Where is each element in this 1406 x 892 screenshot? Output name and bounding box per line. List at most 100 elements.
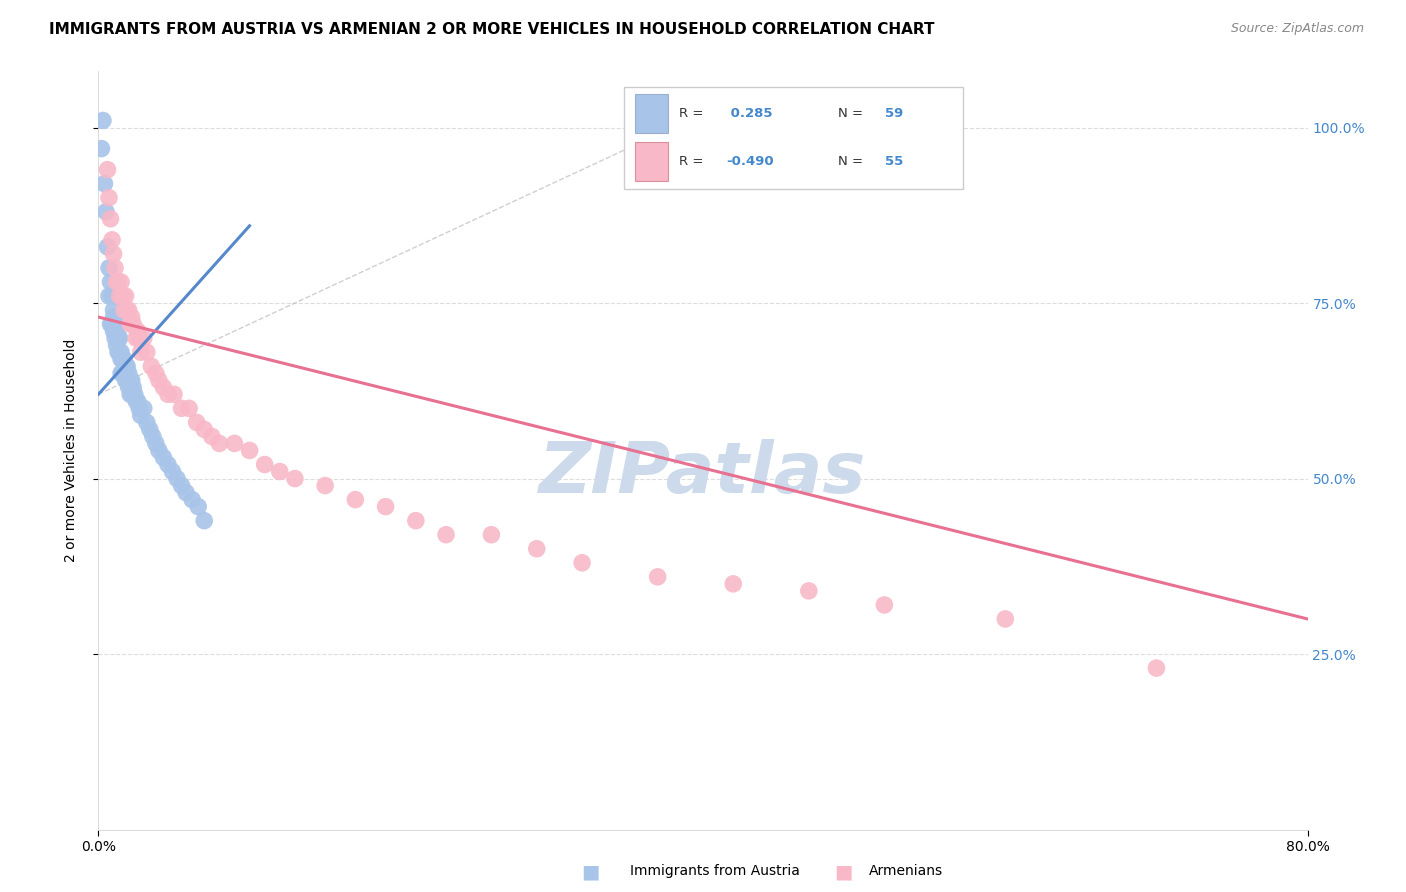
Point xyxy=(647,570,669,584)
Point xyxy=(127,324,149,338)
Point xyxy=(112,303,135,318)
Text: ■: ■ xyxy=(834,862,853,881)
Point xyxy=(571,556,593,570)
Point xyxy=(114,373,136,387)
Point xyxy=(1144,661,1167,675)
Point xyxy=(103,310,125,324)
Point xyxy=(156,458,179,472)
Point xyxy=(128,401,150,416)
Text: IMMIGRANTS FROM AUSTRIA VS ARMENIAN 2 OR MORE VEHICLES IN HOUSEHOLD CORRELATION : IMMIGRANTS FROM AUSTRIA VS ARMENIAN 2 OR… xyxy=(49,22,935,37)
Point xyxy=(111,352,134,367)
Point xyxy=(797,583,820,598)
Point xyxy=(108,289,131,303)
Point xyxy=(193,514,215,528)
Point xyxy=(110,275,132,289)
Point xyxy=(107,275,129,289)
Point xyxy=(163,387,186,401)
Point xyxy=(90,142,112,156)
Point xyxy=(120,317,142,331)
Point xyxy=(193,422,215,436)
Point xyxy=(107,331,129,345)
Point xyxy=(114,289,136,303)
Point xyxy=(115,359,138,374)
Point xyxy=(181,492,204,507)
Point xyxy=(98,260,121,275)
Point xyxy=(122,380,145,394)
Point xyxy=(179,401,201,416)
Point xyxy=(166,471,188,485)
Point xyxy=(105,324,128,338)
Point xyxy=(110,352,132,367)
Point xyxy=(110,345,132,359)
Point xyxy=(170,401,193,416)
Point xyxy=(162,465,184,479)
Point xyxy=(118,366,141,380)
Point xyxy=(132,401,155,416)
Point xyxy=(108,345,131,359)
Point xyxy=(129,345,152,359)
Point xyxy=(103,303,125,318)
Point xyxy=(121,310,143,324)
Point xyxy=(101,317,124,331)
Point xyxy=(114,359,136,374)
Point xyxy=(124,387,146,401)
Point xyxy=(873,598,896,612)
Point xyxy=(121,387,143,401)
Point xyxy=(107,345,129,359)
Point xyxy=(125,331,148,345)
Text: ■: ■ xyxy=(581,862,600,881)
Point xyxy=(100,275,122,289)
Point xyxy=(112,352,135,367)
Point xyxy=(723,577,745,591)
Point xyxy=(187,500,209,514)
Point xyxy=(152,450,174,465)
Point xyxy=(105,338,128,352)
Point xyxy=(98,289,121,303)
Point xyxy=(100,211,122,226)
Point xyxy=(98,191,121,205)
Y-axis label: 2 or more Vehicles in Household: 2 or more Vehicles in Household xyxy=(63,339,77,562)
Point xyxy=(994,612,1017,626)
Point xyxy=(344,492,367,507)
Point xyxy=(526,541,548,556)
Point xyxy=(170,478,193,492)
Point xyxy=(100,317,122,331)
Point xyxy=(142,429,165,443)
Point xyxy=(96,162,118,177)
Point xyxy=(110,366,132,380)
Point xyxy=(111,289,134,303)
Point xyxy=(103,247,125,261)
Point xyxy=(121,373,143,387)
Point xyxy=(148,443,170,458)
Point xyxy=(314,478,336,492)
Point xyxy=(269,465,291,479)
Point xyxy=(111,366,134,380)
Point xyxy=(201,429,224,443)
Point xyxy=(120,373,142,387)
Point xyxy=(125,394,148,409)
Point xyxy=(127,394,149,409)
Point xyxy=(91,113,114,128)
Point xyxy=(145,366,167,380)
Point xyxy=(132,331,155,345)
Point xyxy=(174,485,197,500)
Point xyxy=(93,177,115,191)
Point xyxy=(145,436,167,450)
Point xyxy=(101,233,124,247)
Point xyxy=(135,416,157,430)
Point xyxy=(122,317,145,331)
Text: Immigrants from Austria: Immigrants from Austria xyxy=(630,864,800,879)
Point xyxy=(141,359,163,374)
Point xyxy=(374,500,396,514)
Point xyxy=(139,422,162,436)
Point xyxy=(186,416,208,430)
Point xyxy=(120,387,142,401)
Point xyxy=(108,331,131,345)
Point xyxy=(405,514,427,528)
Point xyxy=(284,471,307,485)
Point xyxy=(128,331,150,345)
Point xyxy=(115,303,138,318)
Point xyxy=(104,260,127,275)
Point xyxy=(107,317,129,331)
Point xyxy=(135,345,157,359)
